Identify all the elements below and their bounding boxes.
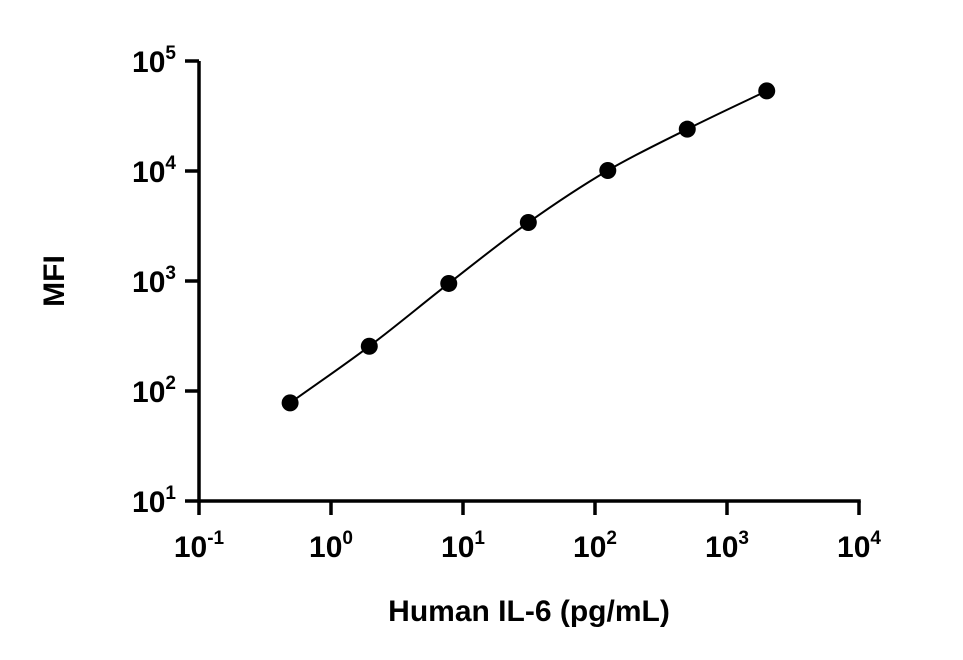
x-tick-label: 101 [441,528,485,564]
y-tick-label: 105 [132,43,176,79]
data-point [519,214,537,232]
data-point [599,162,617,180]
y-tick-label: 103 [132,263,176,299]
x-tick-label: 103 [705,528,749,564]
x-tick-label: 102 [573,528,617,564]
fit-curve-line [289,89,768,404]
labels-layer: 10-1 100 101 102 103 104 101 102 103 104 105 [132,43,881,564]
axes-layer [185,59,861,515]
x-tick-label: 100 [309,528,353,564]
x-tick-label: 104 [837,528,881,564]
curve-layer [289,89,768,404]
data-point [440,274,458,292]
y-tick-label: 101 [132,483,176,519]
y-tick-label: 104 [132,153,176,189]
data-point [360,337,378,355]
y-axis-title: MFI [38,255,71,307]
data-point [678,120,696,138]
points-layer [281,82,776,412]
data-point [758,82,776,100]
y-tick-label: 102 [132,373,176,409]
x-axis-title: Human IL-6 (pg/mL) [388,595,670,628]
data-point [281,394,299,412]
x-tick-label: 10-1 [174,528,225,564]
